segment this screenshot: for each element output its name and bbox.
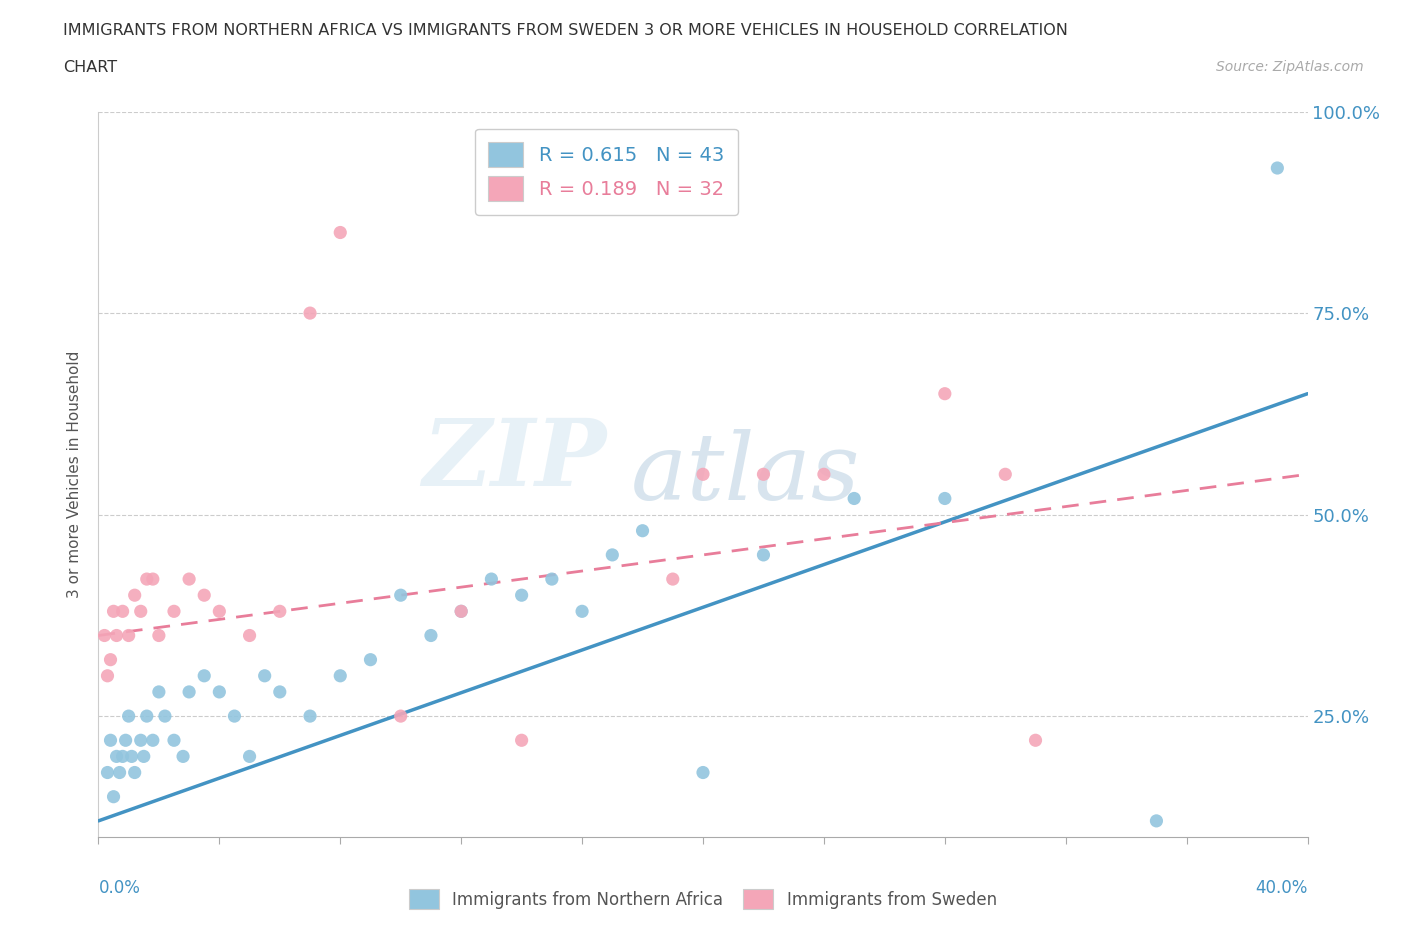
Point: [661, 572, 683, 587]
Text: Source: ZipAtlas.com: Source: ZipAtlas.com: [1216, 60, 1364, 74]
Point: [692, 467, 714, 482]
Point: [253, 669, 276, 684]
Text: atlas: atlas: [630, 430, 860, 519]
Point: [540, 572, 562, 587]
Point: [481, 572, 503, 587]
Point: [135, 572, 157, 587]
Point: [93, 628, 115, 643]
Point: [124, 588, 146, 603]
Point: [153, 709, 176, 724]
Text: 0.0%: 0.0%: [98, 879, 141, 897]
Point: [179, 684, 201, 699]
Point: [129, 604, 152, 618]
Point: [450, 604, 472, 618]
Point: [752, 548, 775, 563]
Point: [269, 684, 291, 699]
Point: [239, 628, 262, 643]
Point: [1024, 733, 1046, 748]
Point: [100, 733, 122, 748]
Text: ZIP: ZIP: [422, 415, 606, 505]
Point: [389, 709, 412, 724]
Point: [163, 604, 186, 618]
Point: [193, 588, 215, 603]
Text: 40.0%: 40.0%: [1256, 879, 1308, 897]
Point: [163, 733, 186, 748]
Point: [142, 733, 165, 748]
Point: [510, 588, 533, 603]
Point: [111, 604, 134, 618]
Point: [571, 604, 593, 618]
Point: [329, 669, 352, 684]
Point: [224, 709, 246, 724]
Point: [692, 765, 714, 780]
Point: [148, 684, 170, 699]
Point: [103, 790, 125, 804]
Point: [193, 669, 215, 684]
Point: [752, 467, 775, 482]
Point: [100, 652, 122, 667]
Point: [142, 572, 165, 587]
Point: [105, 628, 128, 643]
Point: [813, 467, 835, 482]
Point: [510, 733, 533, 748]
Point: [105, 749, 128, 764]
Text: IMMIGRANTS FROM NORTHERN AFRICA VS IMMIGRANTS FROM SWEDEN 3 OR MORE VEHICLES IN : IMMIGRANTS FROM NORTHERN AFRICA VS IMMIG…: [63, 23, 1069, 38]
Point: [1146, 814, 1168, 829]
Legend: Immigrants from Northern Africa, Immigrants from Sweden: Immigrants from Northern Africa, Immigra…: [401, 881, 1005, 917]
Point: [934, 386, 956, 401]
Point: [631, 524, 654, 538]
Point: [1267, 161, 1289, 176]
Point: [132, 749, 155, 764]
Point: [148, 628, 170, 643]
Point: [844, 491, 866, 506]
Point: [96, 765, 118, 780]
Point: [239, 749, 262, 764]
Point: [208, 684, 231, 699]
Point: [118, 709, 141, 724]
Point: [934, 491, 956, 506]
Point: [135, 709, 157, 724]
Point: [389, 588, 412, 603]
Point: [360, 652, 382, 667]
Point: [179, 572, 201, 587]
Point: [269, 604, 291, 618]
Text: CHART: CHART: [63, 60, 117, 75]
Point: [172, 749, 194, 764]
Point: [299, 709, 322, 724]
Point: [450, 604, 472, 618]
Y-axis label: 3 or more Vehicles in Household: 3 or more Vehicles in Household: [67, 351, 83, 598]
Point: [111, 749, 134, 764]
Point: [129, 733, 152, 748]
Point: [118, 628, 141, 643]
Legend: R = 0.615   N = 43, R = 0.189   N = 32: R = 0.615 N = 43, R = 0.189 N = 32: [475, 128, 738, 215]
Point: [114, 733, 136, 748]
Point: [96, 669, 118, 684]
Point: [602, 548, 624, 563]
Point: [329, 225, 352, 240]
Point: [121, 749, 143, 764]
Point: [420, 628, 443, 643]
Point: [103, 604, 125, 618]
Point: [299, 306, 322, 321]
Point: [108, 765, 131, 780]
Point: [124, 765, 146, 780]
Point: [994, 467, 1017, 482]
Point: [208, 604, 231, 618]
